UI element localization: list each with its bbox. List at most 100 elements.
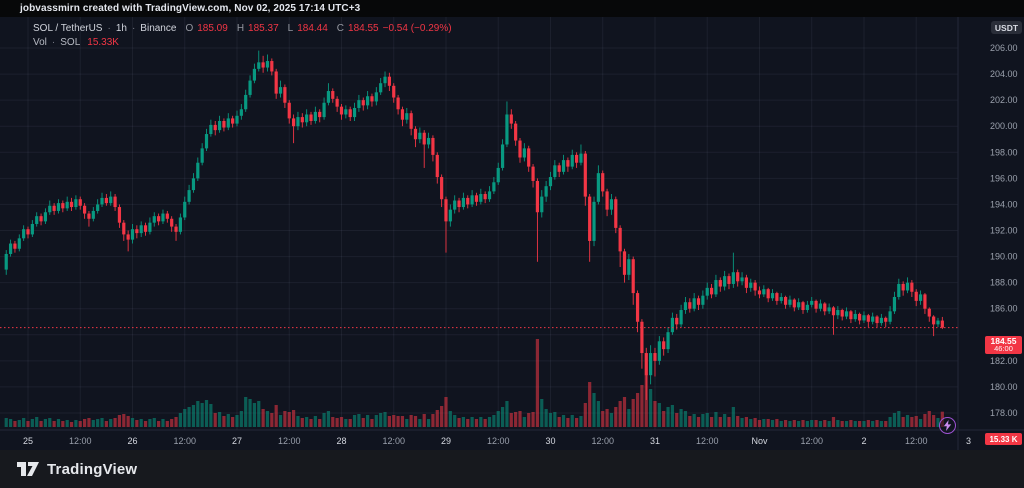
interval-label[interactable]: 1h	[115, 23, 127, 34]
candlestick-chart[interactable]: 206.00 204.00 202.00 200.00 198.00 196.00 194.…	[0, 17, 1024, 450]
price-axis-label[interactable]: 192.00	[990, 226, 1018, 236]
volume-bar	[779, 421, 783, 427]
candle-body	[614, 199, 618, 228]
price-axis-label[interactable]: 182.00	[990, 356, 1018, 366]
time-axis-label[interactable]: 12:00	[278, 436, 301, 446]
time-axis-label[interactable]: 12:00	[591, 436, 614, 446]
time-axis-label[interactable]: 28	[336, 436, 346, 446]
candle-body	[570, 154, 574, 167]
footer-bar: TradingView	[0, 450, 1024, 488]
time-axis-label[interactable]: 12:00	[382, 436, 405, 446]
candle-body	[940, 320, 944, 328]
price-axis-label[interactable]: 178.00	[990, 408, 1018, 418]
volume-bar	[657, 403, 661, 427]
time-axis-label[interactable]: 29	[441, 436, 451, 446]
candle-body	[244, 94, 248, 110]
volume-bar	[187, 407, 191, 427]
volume-bar	[217, 412, 222, 427]
candle-body	[440, 177, 444, 200]
candle-body	[274, 71, 278, 94]
price-axis-label[interactable]: 200.00	[990, 121, 1018, 131]
time-axis-label[interactable]: 12:00	[800, 436, 823, 446]
time-axis-label[interactable]: 12:00	[487, 436, 510, 446]
volume-bar	[496, 411, 500, 427]
candle-body	[296, 117, 300, 127]
volume-bar	[383, 412, 387, 427]
candle-body	[148, 222, 152, 232]
candle-body	[43, 212, 48, 222]
time-axis-label[interactable]: 12:00	[69, 436, 92, 446]
chart-region[interactable]: 206.00 204.00 202.00 200.00 198.00 196.00 194.…	[0, 17, 1024, 450]
volume-bar	[662, 411, 666, 427]
candle-body	[17, 238, 21, 249]
boost-button[interactable]	[939, 417, 956, 434]
volume-bar	[392, 415, 396, 427]
candle-body	[727, 276, 731, 284]
candle-body	[862, 315, 866, 321]
candle-body	[209, 124, 213, 135]
time-axis-label[interactable]: 2	[861, 436, 866, 446]
last-price-badge: 184.55 46:00	[985, 335, 1022, 354]
candle-body	[383, 76, 387, 84]
time-axis-label[interactable]: 12:00	[905, 436, 928, 446]
time-axis-label[interactable]: 25	[23, 436, 33, 446]
volume-bar	[688, 416, 692, 427]
price-axis-label[interactable]: 186.00	[990, 304, 1018, 314]
volume-bar	[522, 417, 526, 427]
volume-bar	[514, 412, 518, 427]
candle-body	[535, 180, 540, 213]
volume-bar	[157, 421, 161, 427]
close-letter: C	[336, 23, 345, 34]
volume-bar	[122, 414, 126, 427]
candle-body	[544, 186, 548, 197]
volume-axis-badge: 15.33 K	[985, 433, 1022, 445]
tradingview-brand-link[interactable]: TradingView	[17, 461, 137, 478]
price-axis-label[interactable]: 202.00	[990, 95, 1018, 105]
candle-body	[113, 196, 117, 208]
symbol-row: SOL / TetherUS · 1h · Binance O 185.09 H…	[33, 22, 452, 36]
time-axis-label[interactable]: 27	[232, 436, 242, 446]
volume-bar	[39, 421, 43, 427]
candle-body	[927, 308, 931, 317]
price-axis-label[interactable]: 206.00	[990, 43, 1018, 53]
candle-body	[657, 341, 661, 361]
price-axis-label[interactable]: 188.00	[990, 278, 1018, 288]
volume-bar	[366, 415, 370, 427]
candle-body	[770, 293, 775, 299]
tradingview-logo-icon	[17, 461, 39, 476]
candle-body	[579, 153, 583, 163]
time-axis-label[interactable]: 30	[545, 436, 555, 446]
time-axis-label[interactable]: 26	[127, 436, 137, 446]
price-axis-label[interactable]: 190.00	[990, 252, 1018, 262]
price-axis-label[interactable]: 204.00	[990, 69, 1018, 79]
candle-body	[448, 209, 452, 222]
candle-body	[666, 332, 670, 350]
time-axis-label[interactable]: 12:00	[173, 436, 196, 446]
price-axis-label[interactable]: 196.00	[990, 173, 1018, 183]
time-axis-label[interactable]: 12:00	[696, 436, 719, 446]
change-value: −0.54 (−0.29%)	[382, 23, 452, 34]
candle-body	[531, 166, 535, 181]
candle-body	[322, 102, 326, 118]
candle-body	[474, 195, 479, 202]
volume-bar	[96, 419, 100, 427]
volume-bar	[470, 417, 474, 427]
candle-body	[688, 302, 692, 309]
candle-body	[396, 97, 400, 110]
price-axis-label[interactable]: 180.00	[990, 382, 1018, 392]
candle-body	[235, 115, 239, 124]
volume-bar	[622, 397, 627, 427]
candle-body	[836, 310, 840, 316]
time-axis-label[interactable]: 3	[966, 436, 971, 446]
price-axis-label[interactable]: 194.00	[990, 199, 1018, 209]
price-axis-label[interactable]: 198.00	[990, 147, 1018, 157]
time-axis-label[interactable]: 31	[650, 436, 660, 446]
candle-body	[139, 225, 143, 234]
volume-bar	[666, 407, 670, 427]
symbol-name[interactable]: SOL / TetherUS	[33, 23, 103, 34]
candle-body	[270, 61, 274, 72]
volume-value: 15.33K	[87, 37, 119, 48]
chart-legend: SOL / TetherUS · 1h · Binance O 185.09 H…	[33, 22, 452, 50]
volume-bar	[48, 418, 52, 427]
time-axis-label[interactable]: Nov	[751, 436, 768, 446]
